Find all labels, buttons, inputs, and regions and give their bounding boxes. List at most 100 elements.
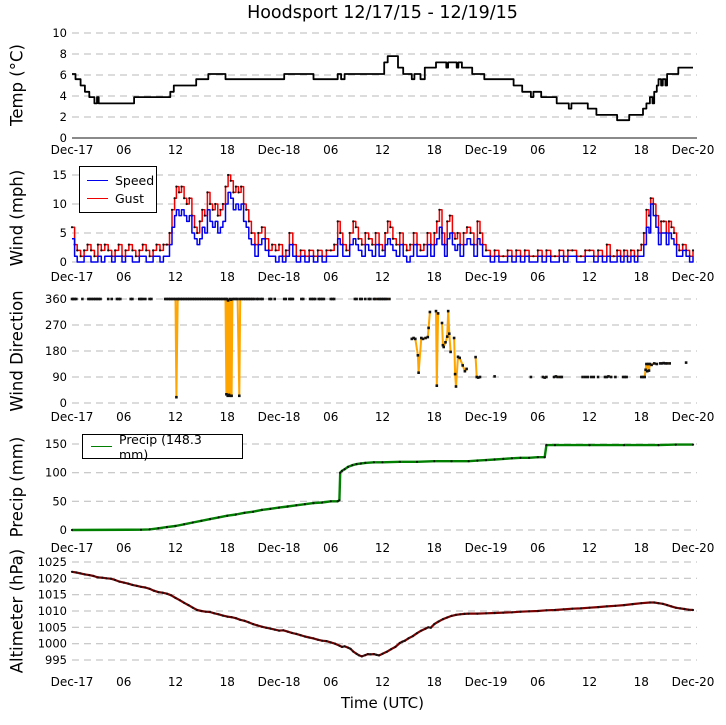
altimeter-marker bbox=[191, 606, 194, 609]
x-tick-label: 18 bbox=[634, 270, 649, 284]
winddir-marker bbox=[684, 361, 688, 364]
x-tick-label: 12 bbox=[168, 410, 183, 424]
wind-marker bbox=[232, 191, 235, 194]
altimeter-marker bbox=[683, 607, 686, 611]
wind-marker bbox=[642, 231, 645, 235]
precip-marker bbox=[476, 459, 479, 462]
winddir-marker bbox=[414, 337, 417, 341]
x-tick-label: 12 bbox=[582, 410, 597, 424]
altimeter-marker bbox=[562, 608, 565, 611]
winddir-marker bbox=[308, 297, 312, 301]
precip-marker bbox=[165, 526, 168, 529]
wind-marker bbox=[247, 220, 250, 223]
winddir-marker bbox=[388, 297, 391, 301]
winddir-marker bbox=[269, 297, 273, 301]
altimeter-marker bbox=[653, 601, 656, 604]
winddir-marker bbox=[257, 297, 260, 301]
wind-marker bbox=[612, 255, 615, 258]
precip-marker bbox=[545, 444, 548, 447]
y-tick-label: 995 bbox=[45, 653, 67, 667]
altimeter-marker bbox=[101, 576, 104, 579]
wind-marker bbox=[89, 249, 93, 252]
winddir-marker bbox=[225, 393, 228, 396]
altimeter-marker bbox=[437, 620, 440, 623]
wind-marker bbox=[419, 249, 422, 252]
winddir-marker bbox=[242, 297, 245, 301]
y-tick-label: 0 bbox=[60, 523, 67, 537]
winddir-marker bbox=[213, 297, 217, 301]
precip-marker bbox=[381, 461, 384, 464]
y-tick-label: 10 bbox=[52, 197, 67, 211]
winddir-marker bbox=[150, 297, 153, 301]
winddir-marker bbox=[664, 362, 667, 365]
altimeter-marker bbox=[230, 616, 233, 619]
wind-marker bbox=[660, 220, 663, 223]
precip-marker bbox=[528, 456, 531, 459]
wind-marker bbox=[214, 202, 217, 206]
winddir-marker bbox=[581, 375, 584, 379]
wind-marker bbox=[588, 249, 591, 252]
precip-marker bbox=[340, 469, 344, 472]
altimeter-marker bbox=[252, 623, 255, 626]
winddir-marker bbox=[449, 350, 452, 354]
altimeter-marker bbox=[571, 607, 574, 610]
x-tick-label: Dec-18 bbox=[258, 675, 301, 689]
altimeter-marker bbox=[290, 631, 293, 635]
winddir-marker bbox=[589, 375, 593, 379]
wind-marker bbox=[352, 220, 355, 223]
winddir-marker bbox=[426, 335, 430, 339]
altimeter-marker bbox=[484, 612, 488, 615]
winddir-marker bbox=[81, 297, 84, 301]
wind-marker bbox=[409, 243, 412, 246]
altimeter-marker bbox=[674, 606, 677, 609]
winddir-marker bbox=[238, 297, 242, 301]
wind-marker bbox=[536, 249, 539, 252]
altimeter-marker bbox=[588, 606, 591, 609]
winddir-marker bbox=[641, 375, 645, 379]
altimeter-marker bbox=[79, 572, 82, 575]
winddir-marker bbox=[383, 297, 387, 301]
winddir-marker bbox=[139, 297, 143, 301]
winddir-marker bbox=[332, 297, 336, 301]
winddir-marker bbox=[446, 309, 450, 313]
precip-marker bbox=[329, 500, 332, 503]
winddir-marker bbox=[474, 355, 477, 359]
altimeter-marker bbox=[433, 623, 436, 626]
x-tick-label: Dec-19 bbox=[465, 143, 508, 157]
winddir-marker bbox=[129, 297, 132, 301]
wind-marker bbox=[221, 202, 224, 206]
winddir-marker bbox=[165, 297, 169, 301]
wind-marker bbox=[170, 208, 174, 211]
altimeter-marker bbox=[260, 625, 263, 628]
altimeter-marker bbox=[553, 608, 557, 612]
altimeter-marker bbox=[519, 610, 522, 613]
winddir-marker bbox=[461, 364, 464, 367]
precip-marker bbox=[277, 506, 281, 509]
altimeter-marker bbox=[398, 641, 401, 645]
altimeter-marker bbox=[148, 587, 151, 590]
winddir-marker bbox=[196, 297, 200, 301]
winddir-marker bbox=[529, 375, 533, 379]
wind-marker bbox=[152, 249, 155, 252]
wind-marker bbox=[180, 185, 183, 188]
precip-marker bbox=[139, 528, 143, 531]
wind-marker bbox=[274, 249, 277, 252]
winddir-marker bbox=[300, 297, 303, 301]
winddir-marker bbox=[87, 297, 90, 301]
altimeter-marker bbox=[157, 591, 160, 594]
winddir-marker bbox=[605, 375, 609, 379]
winddir-marker bbox=[623, 375, 627, 379]
winddir-marker bbox=[665, 362, 669, 365]
legend-label-precip: Precip (148.3 mm) bbox=[119, 431, 202, 462]
winddir-marker bbox=[75, 297, 78, 301]
altimeter-marker bbox=[427, 626, 430, 629]
wind-marker bbox=[336, 220, 339, 223]
wind-marker bbox=[216, 214, 219, 217]
wind-marker bbox=[117, 243, 120, 246]
y-tick-label: 4 bbox=[60, 89, 67, 103]
legend-entry-precip: Precip (148.3 mm) bbox=[91, 432, 234, 462]
altimeter-marker bbox=[247, 621, 250, 624]
winddir-marker bbox=[435, 384, 439, 387]
wind-marker bbox=[422, 243, 425, 246]
wind-marker bbox=[532, 255, 535, 258]
